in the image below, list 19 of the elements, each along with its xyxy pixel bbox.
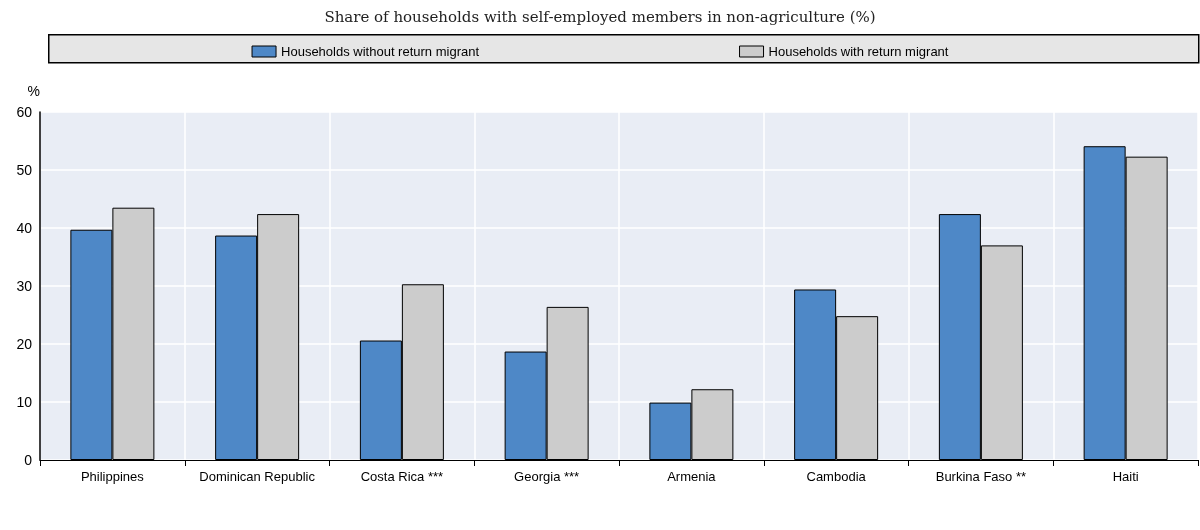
x-tick-label: Costa Rica *** [360,468,444,484]
x-tick-label: Cambodia [806,468,867,484]
y-tick-label: 0 [24,452,33,468]
y-tick-label: 30 [16,278,33,294]
x-tick-label: Armenia [667,468,717,484]
x-tick-label: Georgia *** [514,468,580,484]
y-tick-label: 40 [16,220,33,236]
x-tick-label: Philippines [80,468,145,484]
x-tick-label: Burkina Faso ** [935,468,1027,484]
x-tick-label: Dominican Republic [199,468,316,484]
y-tick-label: 50 [16,162,33,178]
chart-title: Share of households with self-employed members in non-agriculture (%) [324,7,876,26]
y-tick-label: 10 [16,394,33,410]
legend-label: Households without return migrant [281,44,480,59]
y-axis-title: % [27,83,40,99]
legend-label: Households with return migrant [768,44,949,59]
x-tick-label: Haiti [1112,468,1139,484]
y-tick-label: 20 [16,336,33,352]
y-tick-label: 60 [16,104,33,120]
